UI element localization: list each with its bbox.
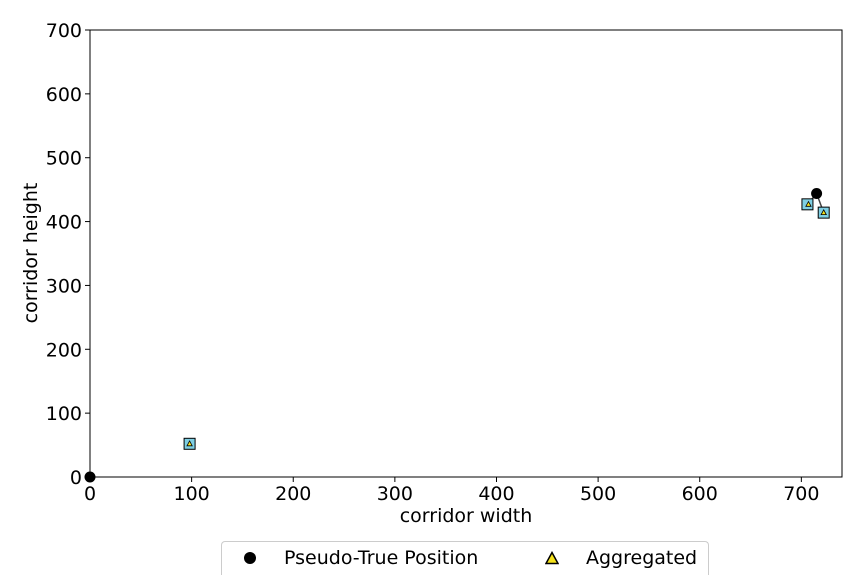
y-tick-label: 100 xyxy=(46,403,82,425)
x-tick-label: 200 xyxy=(275,483,311,505)
x-axis-label: corridor width xyxy=(400,505,533,527)
y-axis-label: corridor height xyxy=(20,183,42,324)
y-tick-label: 200 xyxy=(46,339,82,361)
legend-item-aggregated: Aggregated xyxy=(532,546,697,570)
y-tick-label: 300 xyxy=(46,275,82,297)
data-point-triangle xyxy=(186,440,193,447)
y-tick-label: 600 xyxy=(46,84,82,106)
data-point-circle xyxy=(811,187,823,199)
x-tick-label: 600 xyxy=(682,483,718,505)
y-tick-label: 700 xyxy=(46,20,82,42)
legend-item-pseudo-true: Pseudo-True Position xyxy=(230,546,478,570)
x-tick-label: 500 xyxy=(580,483,616,505)
data-point-circle xyxy=(84,471,96,483)
data-point-triangle xyxy=(820,208,827,216)
legend-label: Pseudo-True Position xyxy=(284,547,479,569)
data-point-triangle xyxy=(805,200,812,207)
circle-marker-icon xyxy=(230,546,270,570)
x-tick-label: 300 xyxy=(377,483,413,505)
legend: Pseudo-True Position Aggregated xyxy=(221,541,709,575)
triangle-marker-icon xyxy=(532,546,572,570)
x-tick-label: 100 xyxy=(173,483,209,505)
y-tick-label: 500 xyxy=(46,148,82,170)
legend-label: Aggregated xyxy=(586,547,698,569)
y-tick-label: 400 xyxy=(46,212,82,234)
x-tick-label: 400 xyxy=(478,483,514,505)
y-tick-label: 0 xyxy=(70,467,82,489)
x-tick-label: 700 xyxy=(783,483,819,505)
x-tick-label: 0 xyxy=(84,483,96,505)
plot-frame xyxy=(89,29,843,478)
